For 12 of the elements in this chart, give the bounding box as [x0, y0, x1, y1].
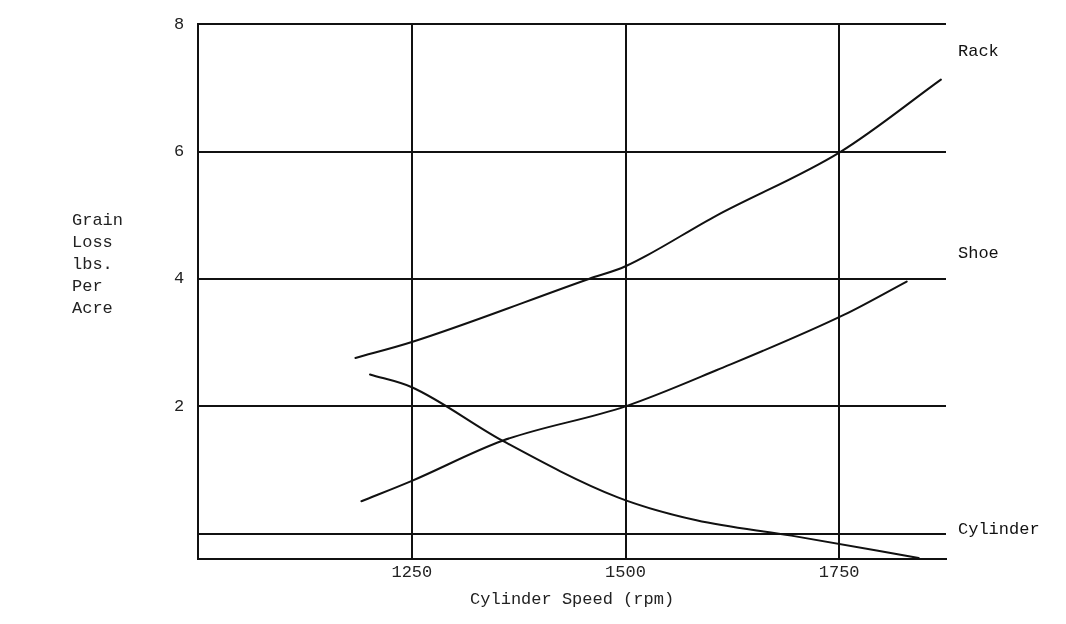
y-tick-label: 2	[174, 396, 185, 416]
text: Cylinder	[958, 520, 1040, 540]
y-tick-label: 8	[174, 14, 185, 34]
series-label: Rack	[958, 42, 999, 62]
y-axis-title: Grain Loss lbs. Per Acre	[72, 210, 124, 320]
x-tick-label: 1500	[605, 562, 646, 582]
x-tick-label: 1750	[818, 562, 860, 582]
y-tick-label: 6	[174, 142, 185, 162]
y-tick-label: 4	[174, 269, 185, 289]
x-axis-title: Cylinder Speed (rpm)	[470, 590, 675, 610]
text: Shoe	[958, 244, 999, 264]
x-tick-label: 1250	[391, 562, 433, 582]
